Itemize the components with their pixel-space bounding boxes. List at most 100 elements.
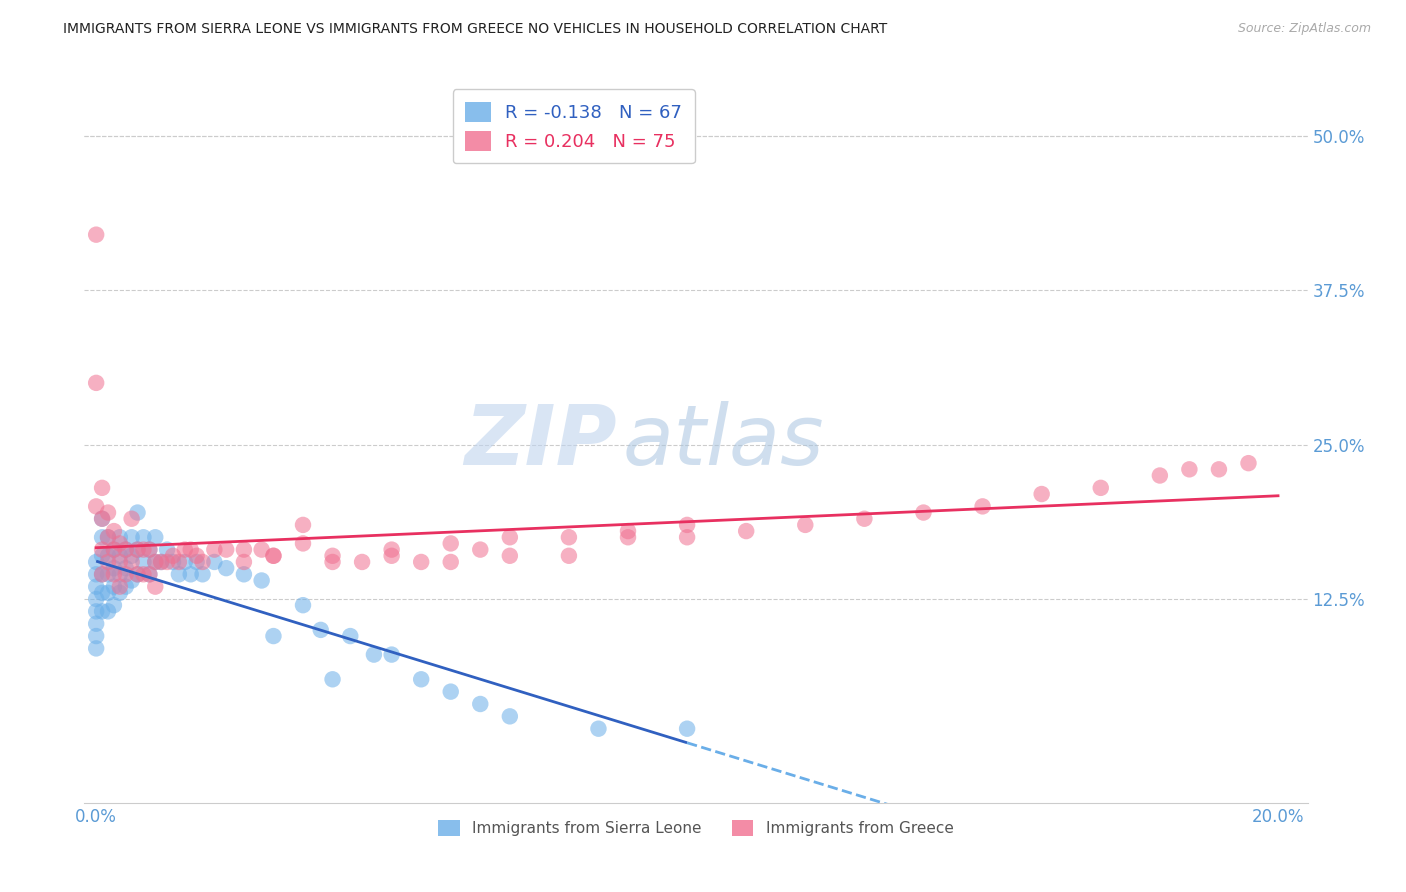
Point — [381, 549, 404, 563]
Point — [588, 722, 610, 736]
Point — [97, 555, 120, 569]
Point — [84, 567, 107, 582]
Point — [121, 574, 143, 588]
Point — [1237, 456, 1260, 470]
Point — [191, 555, 214, 569]
Point — [167, 555, 190, 569]
Point — [381, 648, 404, 662]
Point — [232, 555, 254, 569]
Point — [322, 673, 344, 687]
Point — [127, 506, 149, 520]
Point — [103, 524, 125, 538]
Point — [250, 574, 273, 588]
Point — [156, 542, 179, 557]
Point — [381, 542, 404, 557]
Point — [84, 376, 107, 390]
Point — [1208, 462, 1230, 476]
Point — [440, 555, 463, 569]
Point — [84, 500, 107, 514]
Point — [499, 530, 522, 544]
Point — [853, 512, 876, 526]
Point — [91, 542, 114, 557]
Point — [180, 567, 202, 582]
Point — [440, 684, 463, 698]
Point — [202, 542, 225, 557]
Point — [91, 586, 114, 600]
Point — [103, 561, 125, 575]
Point — [262, 549, 284, 563]
Point — [470, 542, 492, 557]
Point — [363, 648, 385, 662]
Point — [132, 530, 155, 544]
Point — [1090, 481, 1112, 495]
Point — [173, 542, 195, 557]
Point — [232, 567, 254, 582]
Point — [138, 542, 160, 557]
Point — [114, 542, 136, 557]
Point — [97, 506, 120, 520]
Point — [162, 555, 184, 569]
Point — [84, 592, 107, 607]
Point — [143, 530, 166, 544]
Point — [132, 555, 155, 569]
Point — [150, 555, 173, 569]
Point — [735, 524, 758, 538]
Point — [127, 567, 149, 582]
Point — [162, 549, 184, 563]
Point — [121, 549, 143, 563]
Point — [250, 542, 273, 557]
Point — [617, 524, 640, 538]
Point — [103, 567, 125, 582]
Point — [167, 567, 190, 582]
Point — [127, 542, 149, 557]
Point — [156, 555, 179, 569]
Text: Source: ZipAtlas.com: Source: ZipAtlas.com — [1237, 22, 1371, 36]
Point — [108, 536, 131, 550]
Point — [84, 580, 107, 594]
Point — [499, 709, 522, 723]
Point — [138, 567, 160, 582]
Point — [794, 517, 817, 532]
Point — [127, 567, 149, 582]
Point — [186, 555, 208, 569]
Point — [97, 549, 120, 563]
Point — [132, 567, 155, 582]
Point — [191, 567, 214, 582]
Point — [91, 567, 114, 582]
Point — [322, 549, 344, 563]
Point — [676, 530, 699, 544]
Text: atlas: atlas — [623, 401, 824, 482]
Point — [138, 542, 160, 557]
Point — [676, 722, 699, 736]
Point — [91, 549, 114, 563]
Point — [103, 542, 125, 557]
Point — [558, 530, 581, 544]
Point — [108, 555, 131, 569]
Point — [499, 549, 522, 563]
Point — [127, 542, 149, 557]
Point — [108, 530, 131, 544]
Point — [84, 555, 107, 569]
Point — [232, 542, 254, 557]
Point — [91, 481, 114, 495]
Point — [411, 555, 433, 569]
Point — [292, 536, 315, 550]
Point — [186, 549, 208, 563]
Point — [121, 530, 143, 544]
Point — [262, 549, 284, 563]
Point — [103, 598, 125, 612]
Point — [262, 629, 284, 643]
Point — [1149, 468, 1171, 483]
Point — [972, 500, 994, 514]
Point — [114, 561, 136, 575]
Point — [411, 673, 433, 687]
Point — [97, 586, 120, 600]
Point — [1031, 487, 1053, 501]
Point — [1178, 462, 1201, 476]
Point — [97, 567, 120, 582]
Point — [121, 512, 143, 526]
Point — [114, 580, 136, 594]
Point — [309, 623, 332, 637]
Point — [91, 512, 114, 526]
Point — [215, 561, 238, 575]
